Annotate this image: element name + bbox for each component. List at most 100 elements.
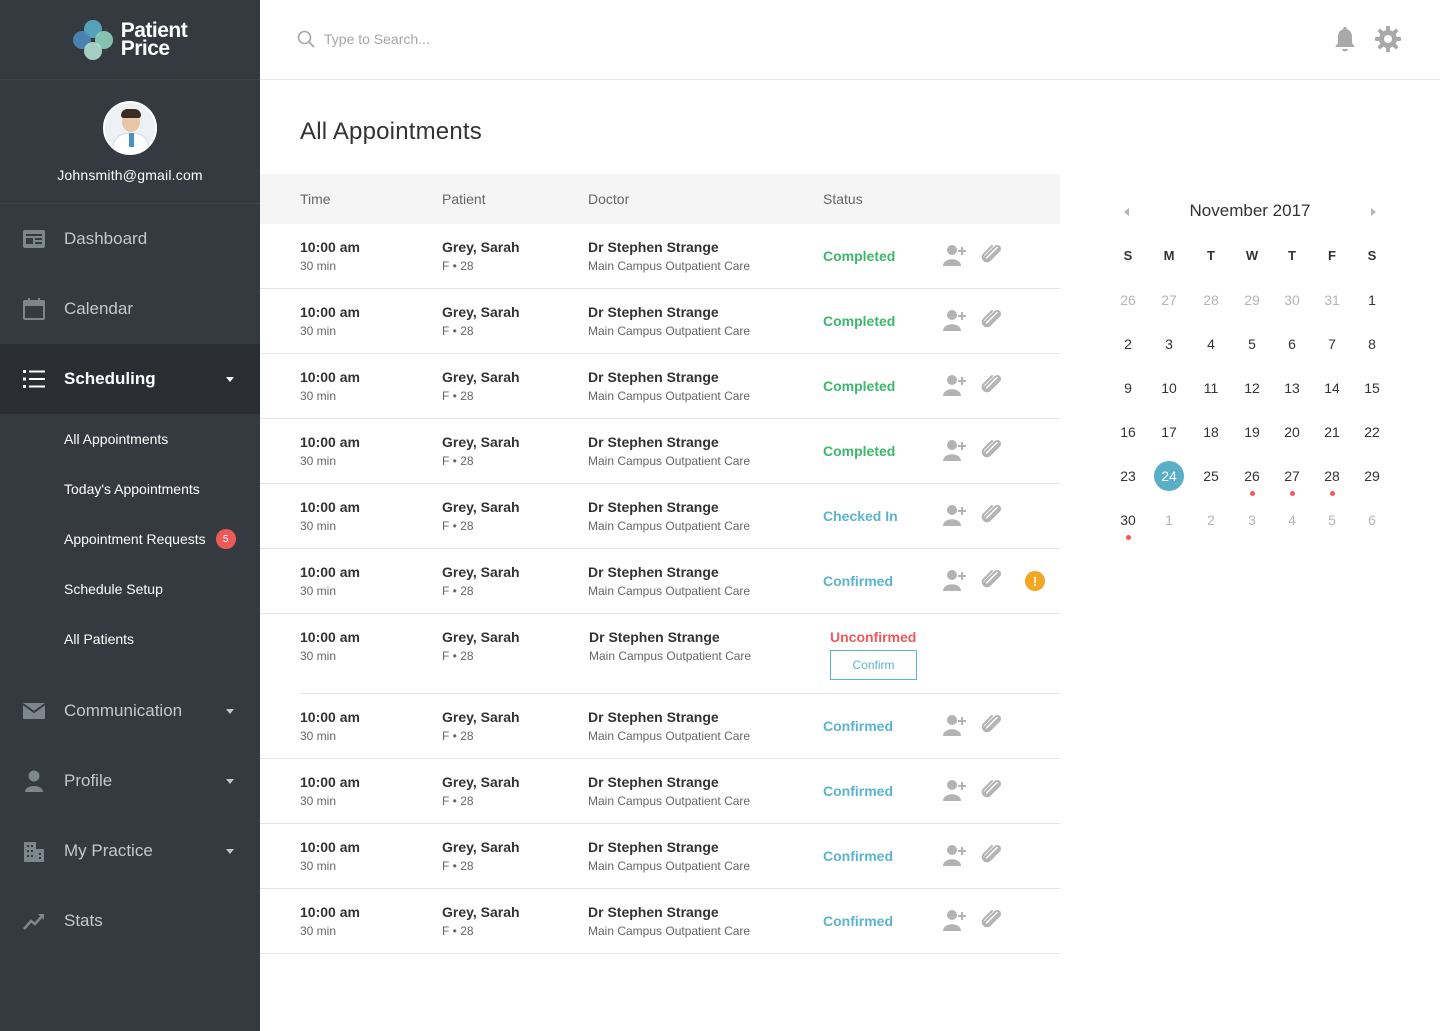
logo[interactable]: Patient Price bbox=[0, 0, 260, 80]
column-header-time[interactable]: Time bbox=[300, 191, 331, 207]
calendar-day[interactable]: 28 bbox=[1191, 285, 1231, 329]
submenu-item-appointment-requests[interactable]: Appointment Requests 5 bbox=[0, 514, 260, 564]
attachment-icon[interactable] bbox=[980, 439, 1004, 466]
attachment-icon[interactable] bbox=[980, 504, 1004, 531]
table-row[interactable]: 10:00 am 30 min Grey, Sarah F • 28 Dr Stephe… bbox=[260, 484, 1060, 549]
add-person-icon[interactable] bbox=[943, 374, 967, 401]
submenu-item-all-appointments[interactable]: All Appointments bbox=[0, 414, 260, 464]
table-row[interactable]: 10:00 am 30 min Grey, Sarah F • 28 Dr Stephe… bbox=[260, 824, 1060, 889]
calendar-day[interactable]: 25 bbox=[1191, 461, 1231, 505]
calendar-day[interactable]: 6 bbox=[1352, 505, 1392, 549]
confirm-button[interactable]: Confirm bbox=[830, 650, 917, 680]
table-row[interactable]: 10:00 am 30 min Grey, Sarah F • 28 Dr Stephe… bbox=[260, 889, 1060, 954]
calendar-day[interactable]: 3 bbox=[1149, 329, 1189, 373]
calendar-day[interactable]: 27 bbox=[1272, 461, 1312, 505]
add-person-icon[interactable] bbox=[943, 779, 967, 806]
gear-icon[interactable] bbox=[1375, 26, 1401, 57]
table-row[interactable]: 10:00 am 30 min Grey, Sarah F • 28 Dr Stephe… bbox=[260, 289, 1060, 354]
calendar-day[interactable]: 7 bbox=[1312, 329, 1352, 373]
submenu-item-schedule-setup[interactable]: Schedule Setup bbox=[0, 564, 260, 614]
table-row[interactable]: 10:00 am 30 min Grey, Sarah F • 28 Dr Stephe… bbox=[260, 354, 1060, 419]
calendar-day[interactable]: 11 bbox=[1191, 373, 1231, 417]
patient-cell[interactable]: Grey, Sarah F • 28 bbox=[442, 564, 520, 598]
add-person-icon[interactable] bbox=[943, 439, 967, 466]
bell-icon[interactable] bbox=[1333, 27, 1357, 58]
calendar-day[interactable]: 21 bbox=[1312, 417, 1352, 461]
attachment-icon[interactable] bbox=[980, 779, 1004, 806]
patient-cell[interactable]: Grey, Sarah F • 28 bbox=[442, 629, 520, 663]
calendar-day[interactable]: 16 bbox=[1108, 417, 1148, 461]
calendar-day[interactable]: 30 bbox=[1272, 285, 1312, 329]
calendar-day[interactable]: 8 bbox=[1352, 329, 1392, 373]
calendar-day[interactable]: 10 bbox=[1149, 373, 1189, 417]
calendar-day[interactable]: 26 bbox=[1108, 285, 1148, 329]
patient-cell[interactable]: Grey, Sarah F • 28 bbox=[442, 434, 520, 468]
calendar-day[interactable]: 6 bbox=[1272, 329, 1312, 373]
calendar-day[interactable]: 26 bbox=[1232, 461, 1272, 505]
calendar-day[interactable]: 2 bbox=[1108, 329, 1148, 373]
sidebar-item-dashboard[interactable]: Dashboard bbox=[0, 204, 260, 274]
calendar-day-today[interactable]: 24 bbox=[1149, 461, 1189, 505]
calendar-day[interactable]: 19 bbox=[1232, 417, 1272, 461]
calendar-day[interactable]: 5 bbox=[1232, 329, 1272, 373]
patient-cell[interactable]: Grey, Sarah F • 28 bbox=[442, 304, 520, 338]
search-input[interactable] bbox=[324, 26, 724, 52]
column-header-doctor[interactable]: Doctor bbox=[588, 191, 630, 207]
table-row[interactable]: 10:00 am 30 min Grey, Sarah F • 28 Dr Stephe… bbox=[260, 759, 1060, 824]
patient-cell[interactable]: Grey, Sarah F • 28 bbox=[442, 904, 520, 938]
table-row[interactable]: 10:00 am 30 min Grey, Sarah F • 28 Dr Stephe… bbox=[260, 419, 1060, 484]
calendar-day[interactable]: 15 bbox=[1352, 373, 1392, 417]
calendar-day[interactable]: 9 bbox=[1108, 373, 1148, 417]
calendar-day[interactable]: 17 bbox=[1149, 417, 1189, 461]
sidebar-item-my-practice[interactable]: My Practice bbox=[0, 816, 260, 886]
calendar-day[interactable]: 1 bbox=[1149, 505, 1189, 549]
add-person-icon[interactable] bbox=[943, 844, 967, 871]
attachment-icon[interactable] bbox=[980, 569, 1004, 596]
calendar-day[interactable]: 23 bbox=[1108, 461, 1148, 505]
calendar-day[interactable]: 31 bbox=[1312, 285, 1352, 329]
calendar-day[interactable]: 30 bbox=[1108, 505, 1148, 549]
table-row[interactable]: 10:00 am 30 min Grey, Sarah F • 28 Dr Stephe… bbox=[260, 224, 1060, 289]
chevron-left-icon[interactable] bbox=[1124, 208, 1129, 216]
calendar-day[interactable]: 27 bbox=[1149, 285, 1189, 329]
calendar-day[interactable]: 13 bbox=[1272, 373, 1312, 417]
add-person-icon[interactable] bbox=[943, 909, 967, 936]
patient-cell[interactable]: Grey, Sarah F • 28 bbox=[442, 239, 520, 273]
add-person-icon[interactable] bbox=[943, 569, 967, 596]
attachment-icon[interactable] bbox=[980, 309, 1004, 336]
calendar-day[interactable]: 29 bbox=[1232, 285, 1272, 329]
attachment-icon[interactable] bbox=[980, 714, 1004, 741]
calendar-day[interactable]: 18 bbox=[1191, 417, 1231, 461]
calendar-day[interactable]: 4 bbox=[1191, 329, 1231, 373]
calendar-day[interactable]: 1 bbox=[1352, 285, 1392, 329]
calendar-day[interactable]: 29 bbox=[1352, 461, 1392, 505]
table-row[interactable]: 10:00 am 30 min Grey, Sarah F • 28 Dr Stephe… bbox=[260, 549, 1060, 614]
calendar-day[interactable]: 28 bbox=[1312, 461, 1352, 505]
patient-cell[interactable]: Grey, Sarah F • 28 bbox=[442, 499, 520, 533]
attachment-icon[interactable] bbox=[980, 244, 1004, 271]
sidebar-item-profile[interactable]: Profile bbox=[0, 746, 260, 816]
avatar[interactable] bbox=[103, 101, 157, 155]
attachment-icon[interactable] bbox=[980, 844, 1004, 871]
sidebar-item-stats[interactable]: Stats bbox=[0, 886, 260, 956]
submenu-item-todays-appointments[interactable]: Today's Appointments bbox=[0, 464, 260, 514]
patient-cell[interactable]: Grey, Sarah F • 28 bbox=[442, 369, 520, 403]
table-row[interactable]: 10:00 am 30 min Grey, Sarah F • 28 Dr Stephe… bbox=[260, 694, 1060, 759]
column-header-status[interactable]: Status bbox=[823, 191, 863, 207]
submenu-item-all-patients[interactable]: All Patients bbox=[0, 614, 260, 664]
patient-cell[interactable]: Grey, Sarah F • 28 bbox=[442, 709, 520, 743]
calendar-day[interactable]: 14 bbox=[1312, 373, 1352, 417]
calendar-day[interactable]: 22 bbox=[1352, 417, 1392, 461]
sidebar-item-calendar[interactable]: Calendar bbox=[0, 274, 260, 344]
add-person-icon[interactable] bbox=[943, 504, 967, 531]
patient-cell[interactable]: Grey, Sarah F • 28 bbox=[442, 774, 520, 808]
calendar-day[interactable]: 4 bbox=[1272, 505, 1312, 549]
add-person-icon[interactable] bbox=[943, 244, 967, 271]
calendar-day[interactable]: 12 bbox=[1232, 373, 1272, 417]
calendar-day[interactable]: 2 bbox=[1191, 505, 1231, 549]
add-person-icon[interactable] bbox=[943, 714, 967, 741]
patient-cell[interactable]: Grey, Sarah F • 28 bbox=[442, 839, 520, 873]
chevron-right-icon[interactable] bbox=[1371, 208, 1376, 216]
sidebar-item-scheduling[interactable]: Scheduling bbox=[0, 344, 260, 414]
sidebar-item-communication[interactable]: Communication bbox=[0, 676, 260, 746]
